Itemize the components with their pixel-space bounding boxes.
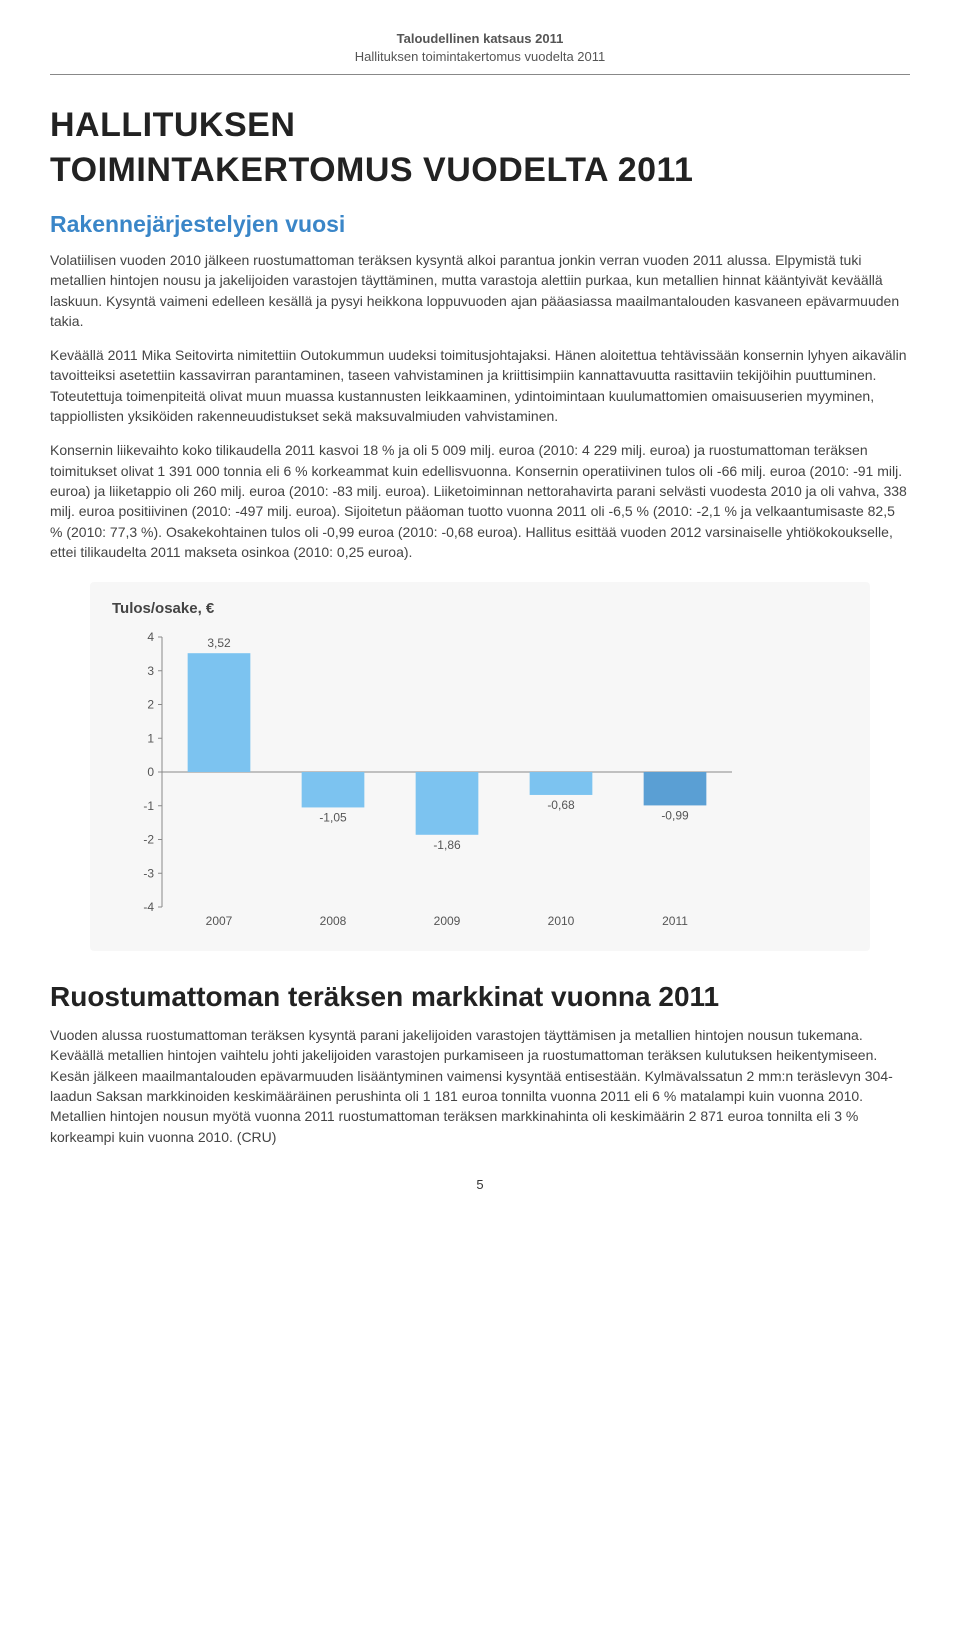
svg-text:2008: 2008 xyxy=(320,914,347,928)
paragraph-3: Konsernin liikevaihto koko tilikaudella … xyxy=(50,440,910,562)
svg-text:3: 3 xyxy=(147,664,154,678)
paragraph-1: Volatiilisen vuoden 2010 jälkeen ruostum… xyxy=(50,250,910,331)
svg-text:-3: -3 xyxy=(143,866,154,880)
page-number: 5 xyxy=(50,1177,910,1192)
svg-text:2007: 2007 xyxy=(206,914,233,928)
header-line-2: Hallituksen toimintakertomus vuodelta 20… xyxy=(50,48,910,66)
svg-text:2009: 2009 xyxy=(434,914,461,928)
svg-text:2011: 2011 xyxy=(662,914,688,928)
eps-chart-container: Tulos/osake, € 4 3 2 1 0 -1 -2 -3 -4 3,52 -1,05 -1,… xyxy=(90,582,870,951)
svg-text:2: 2 xyxy=(147,698,154,712)
document-page: Taloudellinen katsaus 2011 Hallituksen t… xyxy=(0,0,960,1232)
svg-text:1: 1 xyxy=(147,731,154,745)
section-2-title: Ruostumattoman teräksen markkinat vuonna… xyxy=(50,981,910,1013)
svg-text:3,52: 3,52 xyxy=(207,636,231,650)
paragraph-4: Vuoden alussa ruostumattoman teräksen ky… xyxy=(50,1025,910,1147)
chart-title: Tulos/osake, € xyxy=(112,600,848,617)
paragraph-2: Keväällä 2011 Mika Seitovirta nimitettii… xyxy=(50,345,910,426)
svg-text:-1: -1 xyxy=(143,799,154,813)
svg-text:-2: -2 xyxy=(143,833,154,847)
svg-text:-4: -4 xyxy=(143,900,154,914)
main-title-line-2: TOIMINTAKERTOMUS VUODELTA 2011 xyxy=(50,150,910,191)
main-title-line-1: HALLITUKSEN xyxy=(50,105,910,146)
header-line-1: Taloudellinen katsaus 2011 xyxy=(50,30,910,48)
svg-text:-1,86: -1,86 xyxy=(433,838,461,852)
eps-bar-chart: 4 3 2 1 0 -1 -2 -3 -4 3,52 -1,05 -1,86 -0,68 -0,99 200… xyxy=(112,627,752,937)
svg-text:2010: 2010 xyxy=(548,914,575,928)
svg-text:-0,68: -0,68 xyxy=(547,798,575,812)
svg-text:0: 0 xyxy=(147,765,154,779)
page-header: Taloudellinen katsaus 2011 Hallituksen t… xyxy=(50,30,910,66)
svg-text:-1,05: -1,05 xyxy=(319,811,347,825)
header-divider xyxy=(50,74,910,75)
subtitle: Rakennejärjestelyjen vuosi xyxy=(50,211,910,238)
svg-text:4: 4 xyxy=(147,630,154,644)
svg-text:-0,99: -0,99 xyxy=(661,809,689,823)
